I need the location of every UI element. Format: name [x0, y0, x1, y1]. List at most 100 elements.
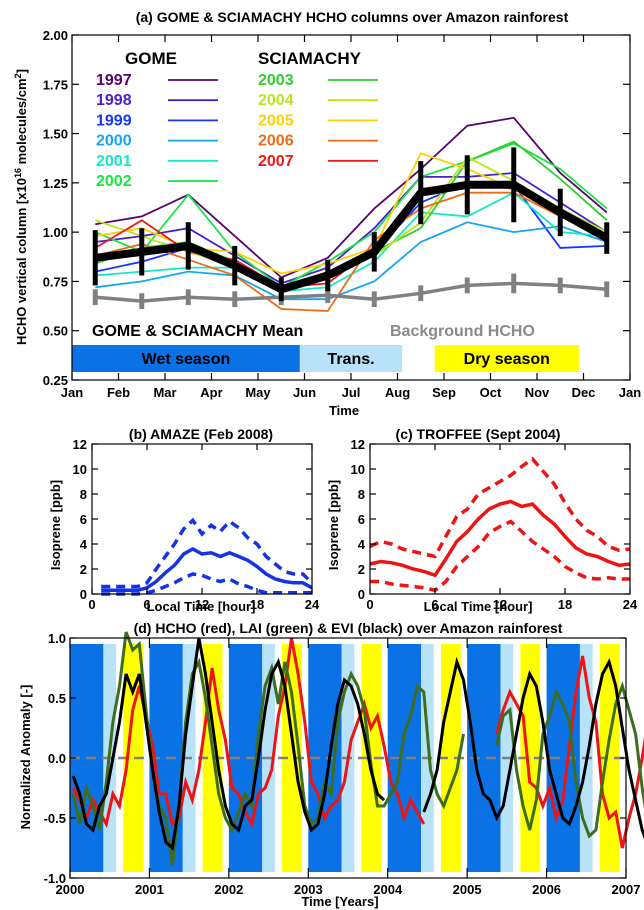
season-band-trans [299, 345, 403, 372]
panel-d-ytick-label: -1.0 [44, 871, 66, 886]
panel-a-xtick-label: Mar [153, 385, 176, 400]
panel-c-xtick-label: 6 [431, 597, 438, 612]
panel-d-xtick-label: 2007 [612, 882, 641, 897]
panel-d-xtick-label: 2005 [453, 882, 482, 897]
series-line-hcho [71, 637, 644, 849]
panel-a-xtick-label: Oct [480, 385, 502, 400]
panel-b-xlabel: Local Time [hour] [147, 599, 256, 614]
panel-b-ytick-label: 2 [80, 562, 87, 577]
series-line-lai [71, 631, 644, 867]
season-band-dry [440, 644, 461, 872]
panel-a-series [92, 116, 610, 312]
panel-a-xtick-label: Jul [342, 385, 361, 400]
legend-label-2001: 2001 [96, 153, 132, 170]
panel-c-ytick-label: 0 [358, 587, 365, 602]
panel-a-title: (a) GOME & SCIAMACHY HCHO columns over A… [136, 9, 569, 25]
panel-c-ylabel: Isoprene [ppb] [326, 480, 341, 570]
panel-d-xtick-label: 2003 [294, 882, 323, 897]
background-hcho-line [95, 281, 607, 303]
panel-d-series [71, 631, 644, 867]
panel-a-xtick-label: Jan [61, 385, 83, 400]
panel-c-lower-line [370, 519, 630, 593]
season-label-dry-season: Dry season [464, 351, 550, 368]
legend-header-sciamachy: SCIAMACHY [258, 49, 362, 68]
season-band-dry [599, 644, 620, 872]
panel-a-ytick-label: 1.00 [43, 225, 68, 240]
panel-d-ytick-label: 1.0 [48, 631, 66, 646]
legend-label-1999: 1999 [96, 112, 132, 129]
series-line-1997 [95, 116, 608, 279]
panel-b-xtick-label: 6 [143, 597, 150, 612]
panel-a-ytick-label: 1.75 [43, 77, 68, 92]
panel-b-xtick-label: 12 [195, 597, 209, 612]
legend-label-2003: 2003 [258, 72, 294, 89]
mean-label: GOME & SCIAMACHY Mean [92, 323, 303, 340]
panel-b-xtick-label: 24 [305, 597, 320, 612]
panel-b-ytick-label: 8 [80, 487, 87, 502]
panel-b-ytick-label: 12 [73, 437, 87, 452]
season-band-dry [123, 644, 144, 872]
panel-c-xtick-label: 18 [558, 597, 572, 612]
panel-b-xtick-label: 18 [250, 597, 264, 612]
panel-a-xtick-label: Nov [525, 385, 550, 400]
legend-label-2007: 2007 [258, 153, 294, 170]
panel-c-mean-line [369, 499, 631, 578]
panel-d-title: (d) HCHO (red), LAI (green) & EVI (black… [134, 620, 563, 636]
panel-b-ytick-label: 4 [80, 537, 88, 552]
panel-d-xtick-label: 2001 [135, 882, 164, 897]
panel-c-xlabel: Local Time [hour] [424, 599, 533, 614]
panel-d-ytick-label: 0.5 [48, 691, 66, 706]
panel-a-ytick-label: 1.25 [43, 176, 68, 191]
panel-b-ytick-label: 0 [80, 587, 87, 602]
panel-a-xtick-label: Apr [200, 385, 222, 400]
panel-a-xtick-label: May [245, 385, 271, 400]
panel-c-ytick-label: 8 [358, 487, 365, 502]
panel-a-ytick-label: 0.75 [43, 274, 68, 289]
legend-label-2004: 2004 [258, 92, 294, 109]
panel-a-ytick-label: 0.50 [43, 324, 68, 339]
panel-a-ytick-label: 0.25 [43, 373, 68, 388]
panel-a-ylabel: HCHO vertical column [x1016 molecules/cm… [13, 69, 29, 345]
panel-a-legend: GOME SCIAMACHY 1997 1998 1999 2000 2001 2002 2… [96, 49, 378, 190]
panel-d-xtick-label: 2004 [373, 882, 403, 897]
panel-a-xtick-label: Dec [572, 385, 596, 400]
panel-c-xtick-label: 0 [366, 597, 373, 612]
panel-d-ytick-label: 0.0 [48, 751, 66, 766]
legend-label-1998: 1998 [96, 92, 132, 109]
panel-d-xtick-label: 2002 [214, 882, 243, 897]
panel-b-ytick-label: 10 [73, 462, 87, 477]
panel-d-axes: -1.0 -0.5 0.0 0.5 1.0 2000 2001 2002 2003 2004 200… [44, 631, 641, 897]
panel-c-ytick-label: 10 [351, 462, 365, 477]
panel-a-xtick-label: Jun [293, 385, 316, 400]
panel-a-xtick-label: Aug [385, 385, 410, 400]
panel-a-ytick-label: 1.50 [43, 127, 68, 142]
panel-b-xtick-label: 0 [88, 597, 95, 612]
panel-a-xtick-label: Feb [107, 385, 130, 400]
panel-a-xtick-label: Sep [432, 385, 456, 400]
series-line-evi [71, 637, 644, 851]
panel-d-ylabel: Normalized Anomaly [-] [18, 685, 33, 830]
panel-d-ytick-label: -0.5 [44, 811, 66, 826]
panel-c-ytick-label: 12 [351, 437, 365, 452]
series-line-2000 [95, 221, 608, 301]
season-band-wet-season [72, 345, 300, 372]
legend-label-2002: 2002 [96, 173, 132, 190]
season-label-wet-season: Wet season [142, 351, 231, 368]
panel-c-title: (c) TROFFEE (Sept 2004) [396, 426, 561, 442]
panel-d-xtick-label: 2000 [56, 882, 85, 897]
panel-b-ylabel: Isoprene [ppb] [48, 480, 63, 570]
panel-d-xtick-label: 2006 [532, 882, 561, 897]
panel-c-xtick-label: 24 [623, 597, 638, 612]
panel-d: (d) HCHO (red), LAI (green) & EVI (black… [18, 620, 644, 909]
season-band-dry-season [434, 345, 579, 372]
mean-line [94, 180, 609, 294]
panel-a-season-bands: Wet season Trans. Dry season [72, 345, 579, 372]
panel-a-ytick-label: 2.00 [43, 28, 68, 43]
background-label: Background HCHO [390, 323, 535, 340]
panel-b-ytick-label: 6 [80, 512, 87, 527]
legend-label-2000: 2000 [96, 133, 132, 150]
